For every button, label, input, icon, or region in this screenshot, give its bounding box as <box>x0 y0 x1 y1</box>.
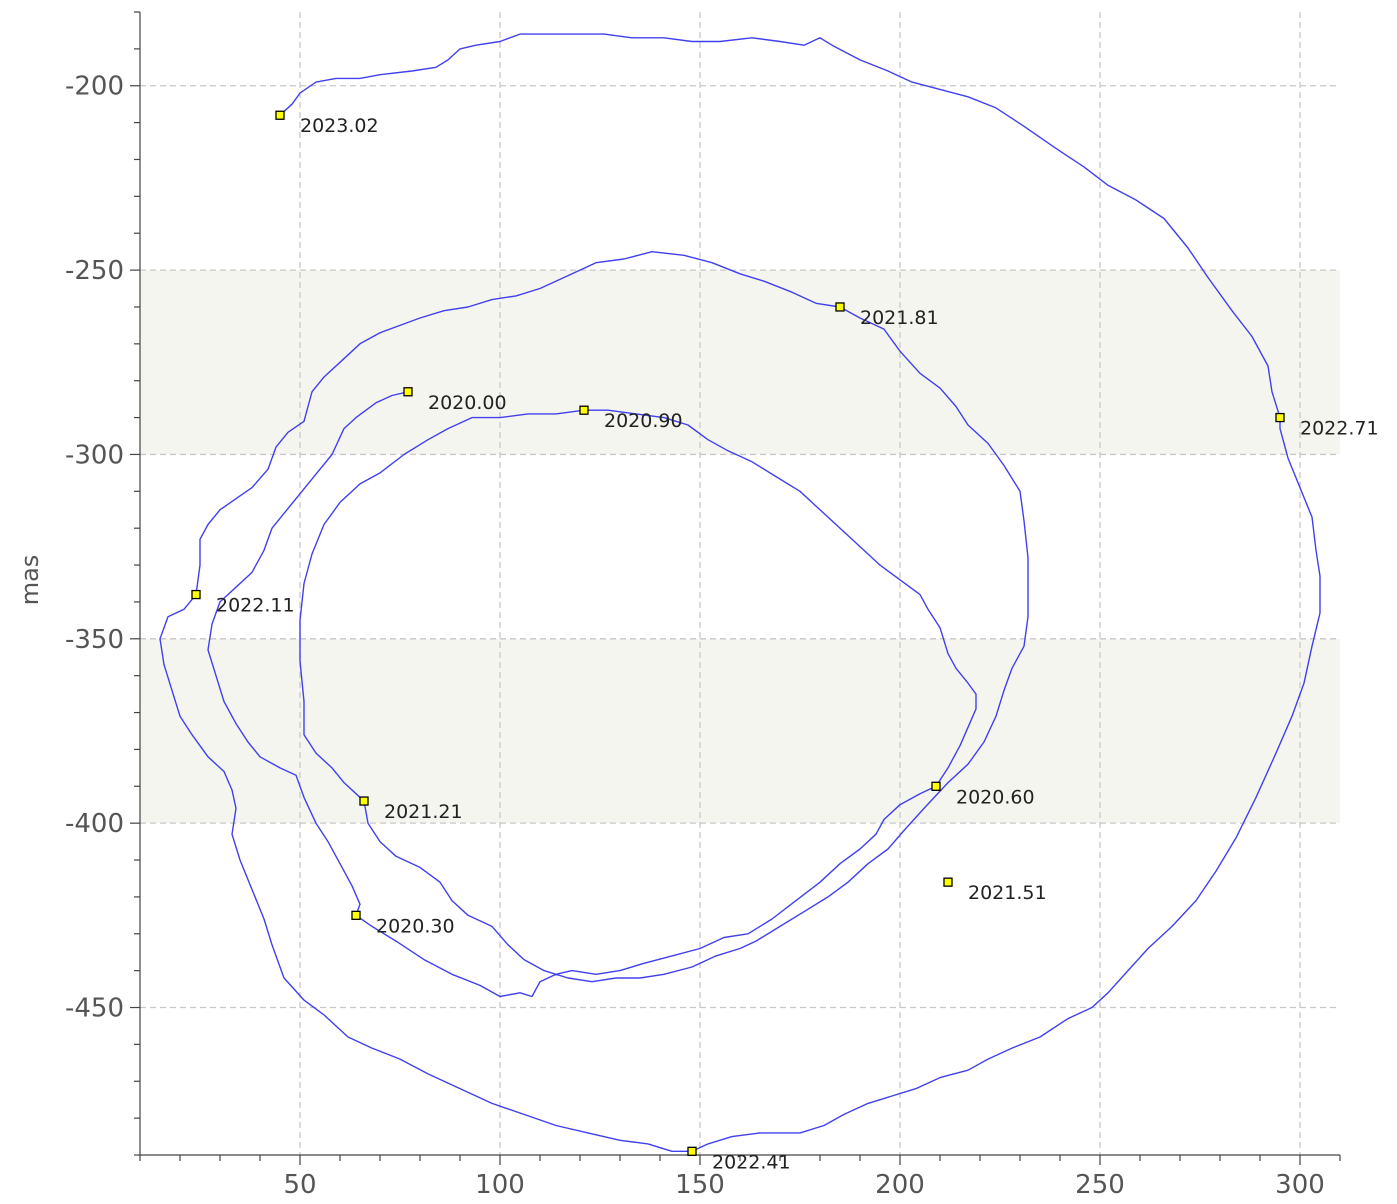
marker-label-9: 2022.71 <box>1300 418 1379 440</box>
axes: 50 100 150 200 250 300 -200 -250 -300 -350 -400 -45… <box>65 11 1341 1200</box>
marker-label-10: 2023.02 <box>300 115 379 137</box>
band-1 <box>140 638 1340 824</box>
markers-layer: 2020.00 2020.30 2020.60 2020.90 2021.21 2021.… <box>191 110 1379 1173</box>
y-tick-label--400: -400 <box>65 809 124 839</box>
x-tick-label-200: 200 <box>875 1170 925 1200</box>
y-tick-label--450: -450 <box>65 994 124 1024</box>
marker-9 <box>1275 412 1285 423</box>
marker-1 <box>351 910 361 920</box>
y-axis-label: mas <box>16 555 44 606</box>
x-tick-label-150: 150 <box>675 1170 725 1200</box>
grid-lines <box>140 12 1340 1155</box>
x-tick-label-250: 250 <box>1075 1170 1125 1200</box>
marker-8 <box>687 1146 697 1156</box>
marker-label-0: 2020.00 <box>428 392 507 414</box>
x-tick-label-300: 300 <box>1275 1170 1325 1200</box>
marker-5 <box>943 877 953 887</box>
marker-label-3: 2020.90 <box>604 410 683 432</box>
marker-label-5: 2021.51 <box>968 882 1047 904</box>
x-tick-label-50: 50 <box>283 1170 316 1200</box>
marker-10 <box>275 110 285 120</box>
band-0 <box>140 270 1340 455</box>
marker-3 <box>579 405 589 415</box>
marker-label-1: 2020.30 <box>376 915 455 937</box>
marker-label-2: 2020.60 <box>956 786 1035 808</box>
marker-label-6: 2021.81 <box>860 307 939 329</box>
marker-4 <box>359 796 369 806</box>
marker-2 <box>931 781 941 791</box>
marker-label-7: 2022.11 <box>216 595 295 617</box>
marker-label-4: 2021.21 <box>384 801 463 823</box>
y-tick-label--300: -300 <box>65 440 124 470</box>
series-line-0 <box>159 33 1321 1152</box>
y-tick-label--350: -350 <box>65 625 124 655</box>
y-tick-label--200: -200 <box>65 72 124 102</box>
marker-0 <box>403 387 413 397</box>
x-tick-label-100: 100 <box>475 1170 525 1200</box>
series-layer <box>159 33 1321 1152</box>
y-tick-label--250: -250 <box>65 256 124 286</box>
marker-label-8: 2022.41 <box>712 1151 791 1173</box>
background-bands <box>140 270 1340 824</box>
marker-6 <box>835 302 845 312</box>
marker-7 <box>191 589 201 600</box>
